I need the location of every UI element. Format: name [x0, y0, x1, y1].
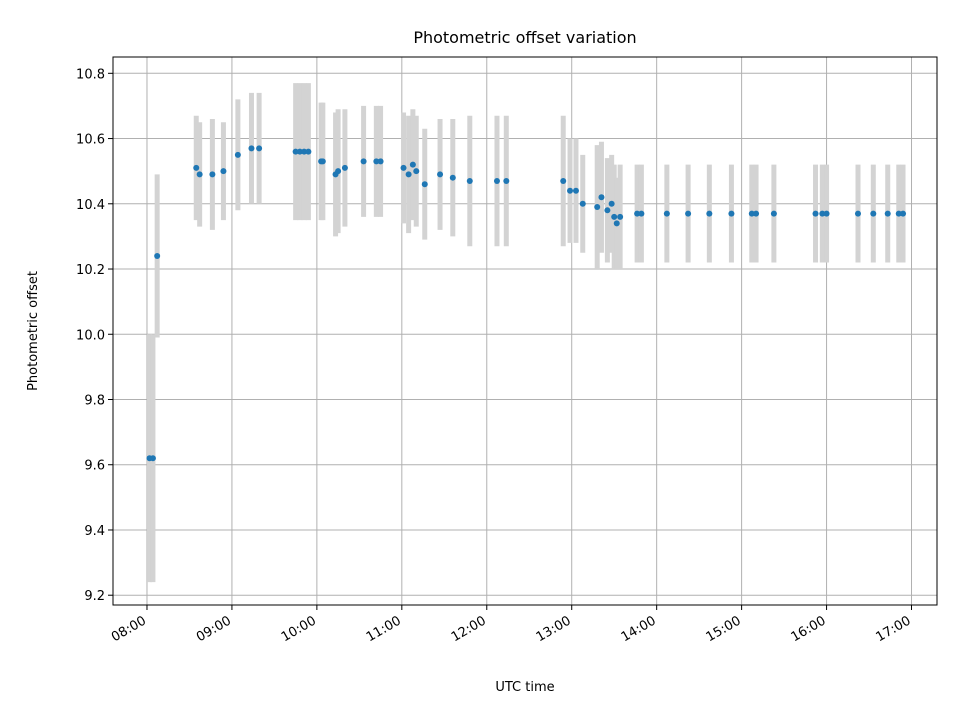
y-tick-label: 9.6 — [84, 459, 105, 474]
y-tick-label: 9.4 — [84, 524, 105, 539]
y-tick-label: 10.6 — [76, 133, 105, 148]
data-point — [638, 210, 645, 217]
data-point — [248, 145, 255, 152]
data-point — [870, 210, 877, 217]
data-point — [604, 207, 611, 214]
data-point — [579, 200, 586, 207]
y-tick-label: 10.0 — [76, 328, 105, 343]
data-point — [421, 181, 428, 188]
data-point — [377, 158, 384, 165]
data-point — [400, 164, 407, 171]
data-point — [753, 210, 760, 217]
data-point — [154, 252, 161, 259]
plot-frame — [112, 56, 938, 606]
y-axis-label: Photometric offset — [26, 271, 41, 391]
data-point — [373, 158, 380, 165]
data-point — [706, 210, 713, 217]
data-point — [613, 220, 620, 227]
data-point — [895, 210, 902, 217]
data-point — [437, 171, 444, 178]
data-point — [503, 177, 510, 184]
data-point — [770, 210, 777, 217]
data-point — [748, 210, 755, 217]
data-point — [149, 455, 156, 462]
data-point — [812, 210, 819, 217]
data-point — [663, 210, 670, 217]
data-points — [146, 145, 907, 462]
data-point — [335, 168, 342, 175]
chart-title: Photometric offset variation — [413, 28, 636, 47]
data-point — [572, 187, 579, 194]
data-point — [466, 177, 473, 184]
data-point — [685, 210, 692, 217]
data-point — [608, 200, 615, 207]
data-point — [594, 204, 601, 211]
data-point — [196, 171, 203, 178]
data-point — [209, 171, 216, 178]
data-point — [493, 177, 500, 184]
data-point — [405, 171, 412, 178]
data-point — [567, 187, 574, 194]
data-point — [560, 177, 567, 184]
data-point — [296, 148, 303, 155]
data-point — [220, 168, 227, 175]
data-point — [409, 161, 416, 168]
data-point — [611, 213, 618, 220]
data-point — [728, 210, 735, 217]
y-axis-ticks: 9.2 9.4 9.6 9.8 10.0 10.2 10.4 10.6 10.8 — [76, 67, 113, 604]
data-point — [819, 210, 826, 217]
data-point — [449, 174, 456, 181]
data-point — [823, 210, 830, 217]
x-axis-label: UTC time — [495, 680, 554, 695]
data-point — [854, 210, 861, 217]
y-tick-label: 10.8 — [76, 67, 105, 82]
data-point — [413, 168, 420, 175]
data-point — [341, 164, 348, 171]
data-point — [234, 151, 241, 158]
data-point — [256, 145, 263, 152]
y-tick-label: 10.4 — [76, 198, 105, 213]
data-point — [292, 148, 299, 155]
data-point — [884, 210, 891, 217]
data-point — [634, 210, 641, 217]
data-point — [900, 210, 907, 217]
y-tick-label: 9.2 — [84, 589, 105, 604]
data-point — [301, 148, 308, 155]
data-point — [319, 158, 326, 165]
data-point — [360, 158, 367, 165]
y-tick-label: 10.2 — [76, 263, 105, 278]
data-point — [598, 194, 605, 201]
data-point — [305, 148, 312, 155]
data-point — [193, 164, 200, 171]
y-tick-label: 9.8 — [84, 394, 105, 409]
data-point — [617, 213, 624, 220]
